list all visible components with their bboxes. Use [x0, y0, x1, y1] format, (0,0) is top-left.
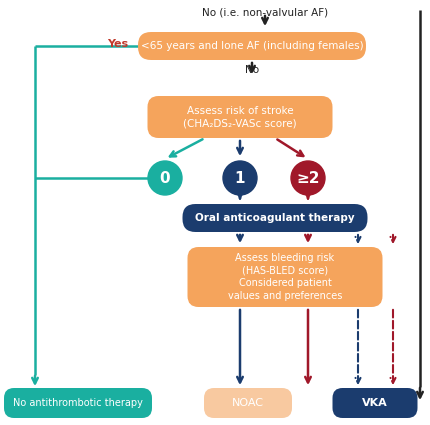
Text: 0: 0	[160, 170, 170, 185]
FancyBboxPatch shape	[203, 388, 291, 418]
Circle shape	[222, 161, 256, 195]
FancyBboxPatch shape	[187, 247, 381, 307]
Text: NOAC: NOAC	[231, 398, 264, 408]
Text: Yes: Yes	[107, 39, 128, 49]
Text: No antithrombotic therapy: No antithrombotic therapy	[13, 398, 143, 408]
FancyBboxPatch shape	[182, 204, 367, 232]
Text: Oral anticoagulant therapy: Oral anticoagulant therapy	[195, 213, 354, 223]
Text: No: No	[244, 65, 258, 75]
Text: Assess bleeding risk
(HAS-BLED score)
Considered patient
values and preferences: Assess bleeding risk (HAS-BLED score) Co…	[227, 253, 341, 300]
Circle shape	[147, 161, 181, 195]
FancyBboxPatch shape	[147, 96, 332, 138]
FancyBboxPatch shape	[138, 32, 365, 60]
Circle shape	[290, 161, 324, 195]
Text: Assess risk of stroke
(CHA₂DS₂-VASc score): Assess risk of stroke (CHA₂DS₂-VASc scor…	[183, 106, 296, 128]
Text: 1: 1	[234, 170, 245, 185]
Text: ≥2: ≥2	[295, 170, 319, 185]
Text: No (i.e. non-valvular AF): No (i.e. non-valvular AF)	[202, 7, 327, 17]
Text: <65 years and lone AF (including females): <65 years and lone AF (including females…	[140, 41, 362, 51]
FancyBboxPatch shape	[332, 388, 417, 418]
Text: VKA: VKA	[361, 398, 387, 408]
FancyBboxPatch shape	[4, 388, 152, 418]
